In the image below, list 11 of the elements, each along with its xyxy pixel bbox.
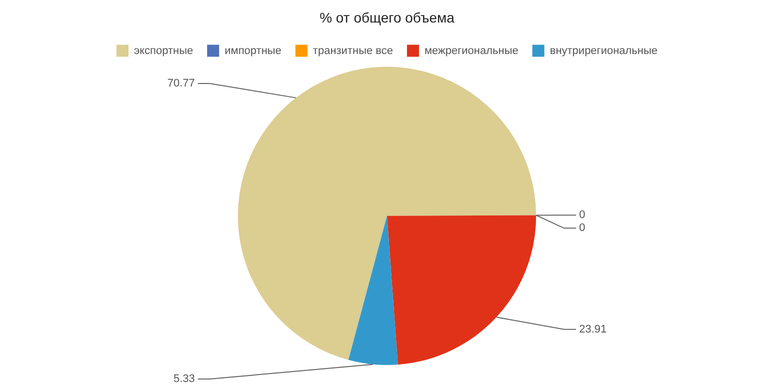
legend-label: импортные (224, 44, 282, 57)
legend-label: межрегиональные (424, 44, 518, 57)
data-label: 23.91 (579, 323, 607, 336)
legend-label: транзитные все (312, 44, 393, 57)
chart-title: % от общего объема (320, 9, 455, 26)
data-label: 5.33 (173, 373, 195, 386)
text: 0 (579, 222, 586, 234)
text: 0 (579, 209, 586, 222)
legend-label: внутрирегиональные (550, 44, 658, 57)
data-label: 70.77 (167, 78, 195, 90)
legend-label: экспортные (134, 44, 194, 57)
